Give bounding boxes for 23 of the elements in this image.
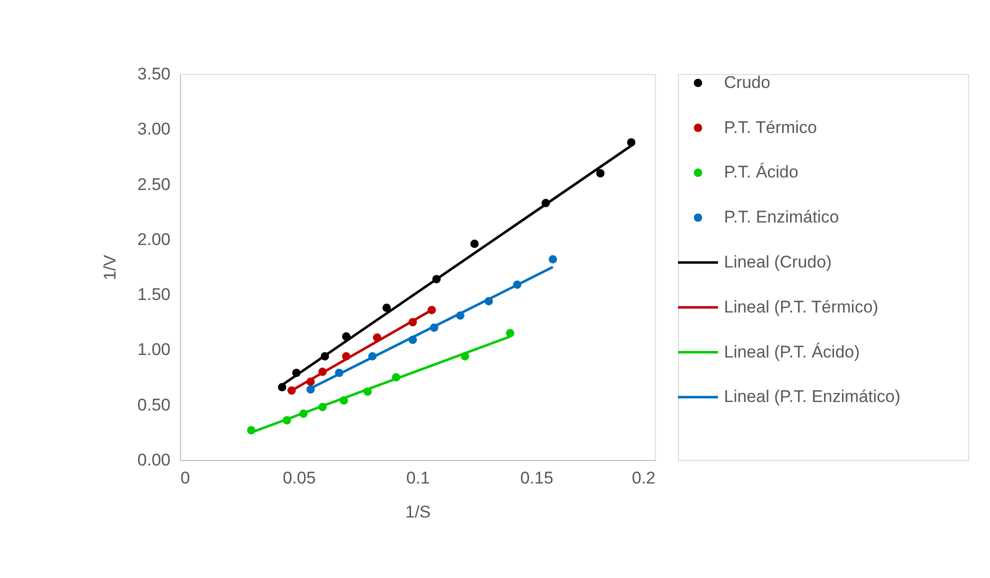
legend-label: P.T. Térmico: [724, 118, 817, 137]
legend-label: P.T. Ácido: [724, 162, 798, 182]
y-tick-label: 2.50: [137, 174, 170, 194]
x-tick-label: 0: [180, 468, 190, 488]
legend-label: Crudo: [724, 72, 770, 92]
legend-label: P.T. Enzimático: [724, 208, 839, 227]
x-tick-label: 0.05: [282, 468, 316, 488]
legend-label: Lineal (P.T. Ácido): [724, 342, 860, 362]
x-tick-label: 0.1: [406, 468, 430, 488]
y-tick-label: 3.00: [137, 120, 170, 139]
y-tick-label: 3.50: [137, 64, 170, 84]
y-tick-label: 0.00: [137, 450, 170, 470]
legend-label: Lineal (P.T. Enzimático): [724, 387, 900, 406]
y-tick-label: 1.00: [137, 340, 170, 360]
x-axis-title: 1/S: [405, 502, 431, 522]
legend-label: Lineal (Crudo): [724, 252, 832, 272]
x-tick-label: 0.15: [520, 468, 554, 488]
legend-label: Lineal (P.T. Térmico): [724, 297, 878, 316]
y-tick-label: 1.50: [137, 285, 170, 304]
x-tick-label: 0.2: [632, 468, 656, 488]
y-tick-label: 2.00: [137, 230, 170, 249]
y-axis-title: 1/V: [100, 254, 120, 280]
y-tick-label: 0.50: [137, 395, 170, 414]
